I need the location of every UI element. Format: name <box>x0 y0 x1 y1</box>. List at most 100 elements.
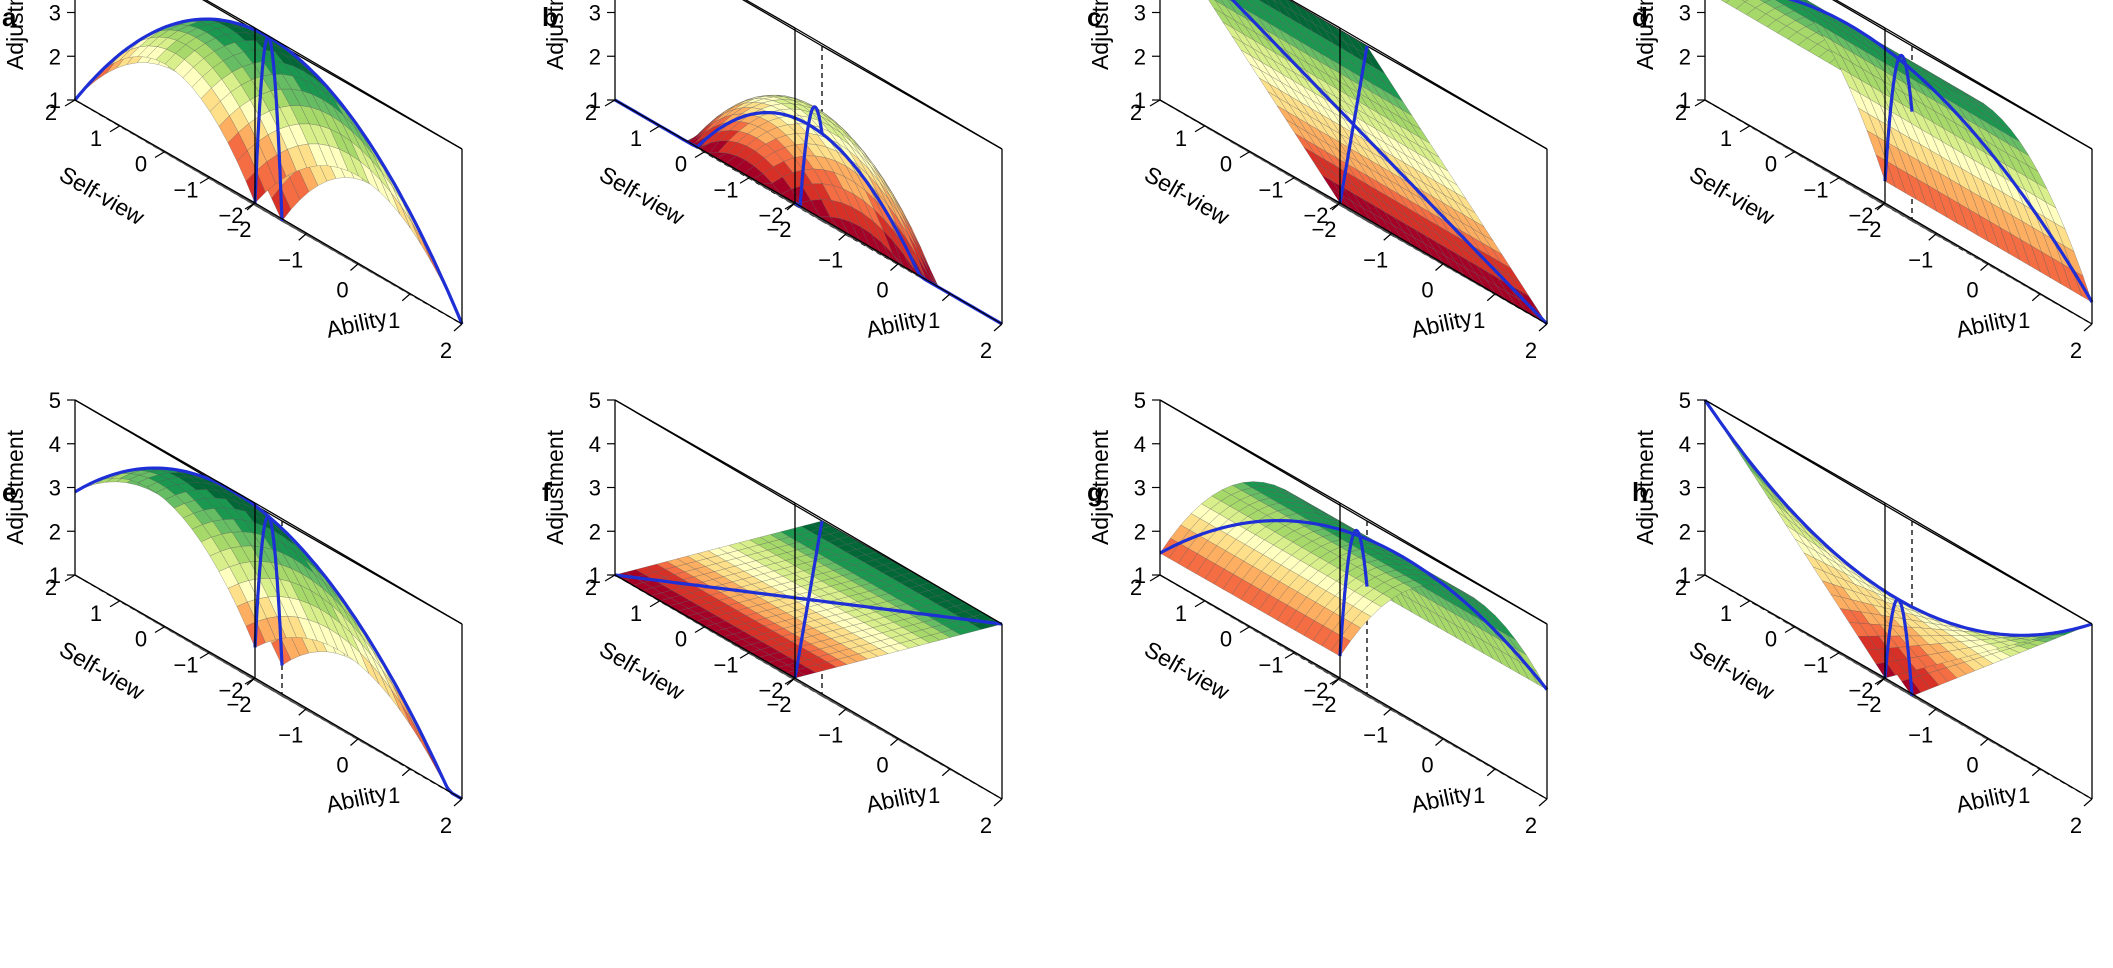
box-edge <box>742 0 823 47</box>
x-tick-label: −2 <box>1311 692 1336 717</box>
x-tick <box>1980 263 1989 271</box>
x-tick-label: 2 <box>2070 338 2082 363</box>
y-tick <box>1784 625 1796 634</box>
z-axis-title: Adjustment <box>1087 0 1113 70</box>
z-tick-label: 2 <box>1134 44 1146 69</box>
surface-plot: −2−1012−2−101212345AbilitySelf-viewAdjus… <box>2 388 463 838</box>
x-tick-label: −1 <box>278 722 303 747</box>
x-tick-label: 1 <box>928 308 940 333</box>
x-tick-label: 0 <box>1966 753 1978 778</box>
y-tick-label: 2 <box>1675 575 1687 600</box>
x-tick <box>401 768 411 777</box>
x-tick <box>1980 738 1989 746</box>
y-tick-label: −1 <box>1803 177 1828 202</box>
y-tick <box>64 574 76 582</box>
y-tick-label: 0 <box>1220 152 1232 177</box>
y-tick <box>244 202 256 210</box>
x-tick-label: 1 <box>388 783 400 808</box>
x-axis-title: Ability <box>864 779 930 817</box>
z-tick-label: 3 <box>1134 476 1146 501</box>
y-tick <box>1149 574 1161 582</box>
y-tick <box>1149 99 1161 107</box>
y-tick-label: 0 <box>675 627 687 652</box>
x-tick-label: 2 <box>980 813 992 838</box>
y-tick-label: 0 <box>1765 627 1777 652</box>
y-tick-label: −1 <box>713 177 738 202</box>
z-tick-label: 1 <box>1134 88 1146 113</box>
panel-c: c−2−1012−2−101212345AbilitySelf-viewAdju… <box>1085 0 1625 480</box>
x-tick <box>401 293 411 302</box>
congruence-lines <box>1703 399 2093 697</box>
z-tick-label: 3 <box>1679 1 1691 26</box>
x-tick-label: 0 <box>1966 278 1978 303</box>
x-tick-label: 2 <box>1525 813 1537 838</box>
y-tick-label: 1 <box>1720 126 1732 151</box>
z-tick-label: 1 <box>1679 88 1691 113</box>
panel-label: a <box>2 2 17 32</box>
y-tick <box>739 651 751 659</box>
panel-h: h −2 −1 0 1 2 −2 −1 0 1 2 1 2 3 4 5 Ability Self-view Adju… <box>1630 388 2113 955</box>
y-tick <box>1239 625 1251 634</box>
box-edge <box>1339 502 1548 625</box>
box-edge <box>1832 0 1913 47</box>
y-tick-label: 0 <box>135 627 147 652</box>
x-tick-label: 0 <box>876 753 888 778</box>
congruence-lines <box>73 17 464 325</box>
x-tick-label: −1 <box>1363 247 1388 272</box>
z-tick-label: 2 <box>589 44 601 69</box>
x-tick-label: −1 <box>278 247 303 272</box>
x-tick-label: 1 <box>1473 783 1485 808</box>
surface-facet <box>1741 0 1749 2</box>
y-tick <box>1874 677 1886 685</box>
x-tick <box>2083 798 2093 807</box>
y-tick <box>1194 600 1206 608</box>
congruence-lines <box>74 466 463 801</box>
panel-label: d <box>1632 2 1648 32</box>
line-of-incongruence <box>1703 399 2093 637</box>
x-tick-label: 0 <box>876 278 888 303</box>
z-tick-label: 2 <box>1679 519 1691 544</box>
x-axis-title: Ability <box>324 304 390 342</box>
y-tick <box>604 574 616 582</box>
panel-label: f <box>542 477 551 507</box>
surface-facet <box>411 720 432 760</box>
y-tick <box>154 150 166 159</box>
z-axis-title: Adjustment <box>1632 429 1658 545</box>
x-tick <box>838 707 848 716</box>
panel-label: b <box>542 2 558 32</box>
box-edge <box>254 27 463 150</box>
y-tick <box>1284 651 1296 659</box>
surface-facet <box>421 239 442 281</box>
x-axis-title: Ability <box>1954 779 2020 817</box>
y-tick-label: 1 <box>90 601 102 626</box>
x-tick-label: 1 <box>1473 308 1485 333</box>
x-axis-title: Ability <box>1409 304 1475 342</box>
y-tick-label: 1 <box>1720 601 1732 626</box>
x-tick <box>2031 293 2041 302</box>
y-tick-label: −2 <box>758 203 783 228</box>
y-tick <box>1329 677 1341 685</box>
z-axis-title: Adjustment <box>1087 429 1113 545</box>
y-tick <box>1194 125 1206 133</box>
x-tick <box>453 798 463 807</box>
y-tick <box>739 176 751 184</box>
x-tick-label: −1 <box>1908 722 1933 747</box>
y-tick <box>1239 150 1251 159</box>
box-edge <box>794 27 1003 150</box>
panel-e: e −2 −1 0 1 2 −2 −1 0 1 2 1 2 3 4 5 Ability Self-view Adju… <box>0 388 540 955</box>
panel-label: g <box>1087 477 1103 507</box>
panel-b: b−2−1012−2−101212345AbilitySelf-viewAdju… <box>540 0 1080 480</box>
y-tick-label: 2 <box>1675 100 1687 125</box>
surface-facet <box>1720 0 1730 4</box>
box-edge <box>74 399 256 504</box>
y-tick-label: −1 <box>173 652 198 677</box>
z-tick-label: 5 <box>589 388 601 413</box>
y-tick <box>1694 574 1706 582</box>
x-tick-label: −2 <box>226 692 251 717</box>
x-tick <box>1538 798 1548 807</box>
x-tick <box>350 263 359 271</box>
y-tick <box>1829 651 1841 659</box>
surface-plot: −2−1012−2−101212345AbilitySelf-viewAdjus… <box>1087 388 1549 838</box>
box-edge <box>744 0 796 29</box>
x-tick-label: 1 <box>2018 783 2030 808</box>
